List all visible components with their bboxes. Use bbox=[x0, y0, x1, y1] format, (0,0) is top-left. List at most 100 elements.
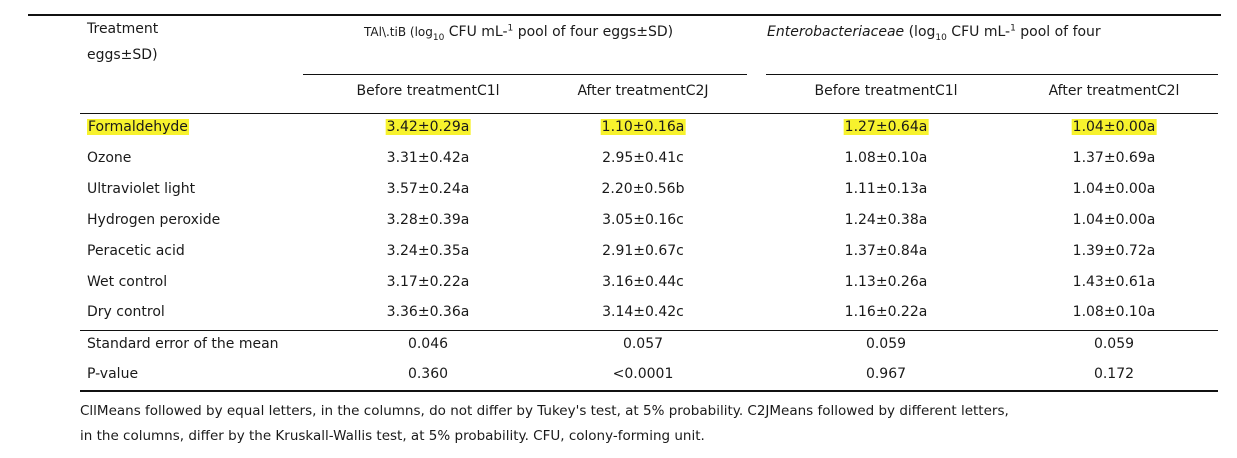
table-cell: 3.16±0.44c bbox=[602, 273, 684, 291]
table-cell-value: 0.360 bbox=[407, 366, 449, 382]
group2-header-sub: 10 bbox=[935, 32, 947, 43]
table-cell: 3.31±0.42a bbox=[387, 149, 470, 167]
table-cell: 1.27±0.64a bbox=[843, 118, 929, 136]
table-cell-value: 3.57±0.24a bbox=[386, 181, 470, 197]
table-cell: 0.059 bbox=[866, 335, 906, 353]
row-label-text: Dry control bbox=[87, 304, 165, 320]
table-cell-value: 1.27±0.64a bbox=[843, 119, 929, 135]
table-cell-value: 1.08±0.10a bbox=[844, 150, 928, 166]
group1-underline bbox=[303, 74, 747, 75]
table-cell-value: 3.16±0.44c bbox=[602, 274, 684, 290]
table-cell-value: 3.05±0.16c bbox=[602, 212, 684, 228]
subcol-header-2: After treatmentC2J bbox=[577, 83, 709, 99]
table-cell-value: 1.13±0.26a bbox=[844, 274, 928, 290]
table-cell: 1.24±0.38a bbox=[845, 211, 928, 229]
table-cell: 3.28±0.39a bbox=[387, 211, 470, 229]
table-cell-value: 1.04±0.00a bbox=[1071, 119, 1157, 135]
table-cell-value: 1.39±0.72a bbox=[1072, 243, 1156, 259]
table-cell: 2.91±0.67c bbox=[602, 242, 684, 260]
table-cell-value: 1.11±0.13a bbox=[844, 181, 928, 197]
row-label-text: Hydrogen peroxide bbox=[87, 212, 221, 228]
table-cell-value: 0.059 bbox=[1093, 336, 1135, 352]
table-cell-value: 0.059 bbox=[865, 336, 907, 352]
table-cell: 0.046 bbox=[408, 335, 448, 353]
table-cell: 3.42±0.29a bbox=[385, 118, 471, 136]
row-label: Ultraviolet light bbox=[87, 180, 195, 198]
group1-header-b: CFU mL- bbox=[444, 24, 508, 40]
row-label: Formaldehyde bbox=[87, 118, 189, 136]
group1-header-a: TAl\.tiB (log bbox=[364, 25, 433, 39]
table-cell: 1.43±0.61a bbox=[1073, 273, 1156, 291]
row-label: Hydrogen peroxide bbox=[87, 211, 220, 229]
row-label-text: Ultraviolet light bbox=[87, 181, 196, 197]
row-label: Standard error of the mean bbox=[87, 335, 279, 353]
table-cell: 1.11±0.13a bbox=[845, 180, 928, 198]
table-cell-value: 2.95±0.41c bbox=[602, 150, 684, 166]
subcol-header-3: Before treatmentC1l bbox=[814, 83, 958, 99]
table-cell-value: 1.37±0.84a bbox=[844, 243, 928, 259]
footnote-line2: in the columns, differ by the Kruskall-W… bbox=[80, 428, 705, 444]
table-top-rule bbox=[28, 14, 1221, 16]
row-label: Dry control bbox=[87, 303, 165, 321]
table-cell: 3.36±0.36a bbox=[387, 303, 470, 321]
group2-header: Enterobacteriaceae (log10 CFU mL-1 pool … bbox=[767, 23, 1101, 43]
row-label: Ozone bbox=[87, 149, 131, 167]
table-cell: 1.04±0.00a bbox=[1073, 180, 1156, 198]
row-label: Wet control bbox=[87, 273, 167, 291]
table-cell-value: 1.10±0.16a bbox=[600, 119, 686, 135]
table-cell: 2.20±0.56b bbox=[602, 180, 685, 198]
group2-header-a: (log bbox=[904, 24, 936, 40]
table-cell: 0.967 bbox=[866, 365, 906, 383]
group2-header-sup: 1 bbox=[1010, 23, 1016, 34]
header-first-col-line1: Treatment bbox=[87, 21, 159, 37]
table-cell: 3.17±0.22a bbox=[387, 273, 470, 291]
group2-header-name: Enterobacteriaceae bbox=[767, 24, 905, 40]
table-cell-value: 1.04±0.00a bbox=[1072, 181, 1156, 197]
table-cell-value: 0.046 bbox=[407, 336, 449, 352]
group2-header-b: CFU mL- bbox=[946, 24, 1011, 40]
table-cell: 1.13±0.26a bbox=[845, 273, 928, 291]
group1-header-sub: 10 bbox=[432, 32, 445, 43]
table-cell-value: 0.967 bbox=[865, 366, 907, 382]
row-label-text: P-value bbox=[87, 366, 139, 382]
table-cell-value: 2.91±0.67c bbox=[602, 243, 684, 259]
row-label-text: Wet control bbox=[87, 274, 168, 290]
group1-header-c: pool of four eggs±SD) bbox=[513, 24, 674, 40]
footnote-line1: CllMeans followed by equal letters, in t… bbox=[80, 403, 1009, 419]
table-cell: 0.172 bbox=[1094, 365, 1134, 383]
table-cell-value: 1.43±0.61a bbox=[1072, 274, 1156, 290]
row-label-text: Peracetic acid bbox=[87, 243, 185, 259]
table-cell: 1.08±0.10a bbox=[1073, 303, 1156, 321]
table-cell-value: <0.0001 bbox=[612, 366, 674, 382]
group1-header-sup: 1 bbox=[507, 23, 514, 34]
table-cell: 1.04±0.00a bbox=[1071, 118, 1157, 136]
row-label: Peracetic acid bbox=[87, 242, 185, 260]
table-cell-value: 1.16±0.22a bbox=[844, 304, 928, 320]
table-cell-value: 2.20±0.56b bbox=[601, 181, 685, 197]
group2-underline bbox=[766, 74, 1218, 75]
table-cell: 3.14±0.42c bbox=[602, 303, 684, 321]
subcol-header-4: After treatmentC2l bbox=[1048, 83, 1180, 99]
table-cell-value: 1.37±0.69a bbox=[1072, 150, 1156, 166]
subcol-header-1: Before treatmentC1l bbox=[356, 83, 500, 99]
table-cell: 1.08±0.10a bbox=[845, 149, 928, 167]
table-cell-value: 3.24±0.35a bbox=[386, 243, 470, 259]
table-cell: 3.24±0.35a bbox=[387, 242, 470, 260]
table-cell-value: 3.42±0.29a bbox=[385, 119, 471, 135]
table-cell: 0.059 bbox=[1094, 335, 1134, 353]
table-cell: 1.04±0.00a bbox=[1073, 211, 1156, 229]
table-cell-value: 3.31±0.42a bbox=[386, 150, 470, 166]
header-first-col-line2: eggs±SD) bbox=[87, 47, 158, 63]
table-cell: 1.16±0.22a bbox=[845, 303, 928, 321]
table-cell-value: 0.057 bbox=[622, 336, 664, 352]
table-cell-value: 3.28±0.39a bbox=[386, 212, 470, 228]
table-cell: 1.37±0.84a bbox=[845, 242, 928, 260]
row-label-text: Ozone bbox=[87, 150, 132, 166]
table-cell: 0.057 bbox=[623, 335, 663, 353]
table-cell: 0.360 bbox=[408, 365, 448, 383]
table-cell: <0.0001 bbox=[613, 365, 674, 383]
table-cell: 3.57±0.24a bbox=[387, 180, 470, 198]
group1-header: TAl\.tiB (log10 CFU mL-1 pool of four eg… bbox=[364, 23, 674, 43]
group2-header-c: pool of four bbox=[1015, 24, 1101, 40]
table-cell-value: 1.08±0.10a bbox=[1072, 304, 1156, 320]
